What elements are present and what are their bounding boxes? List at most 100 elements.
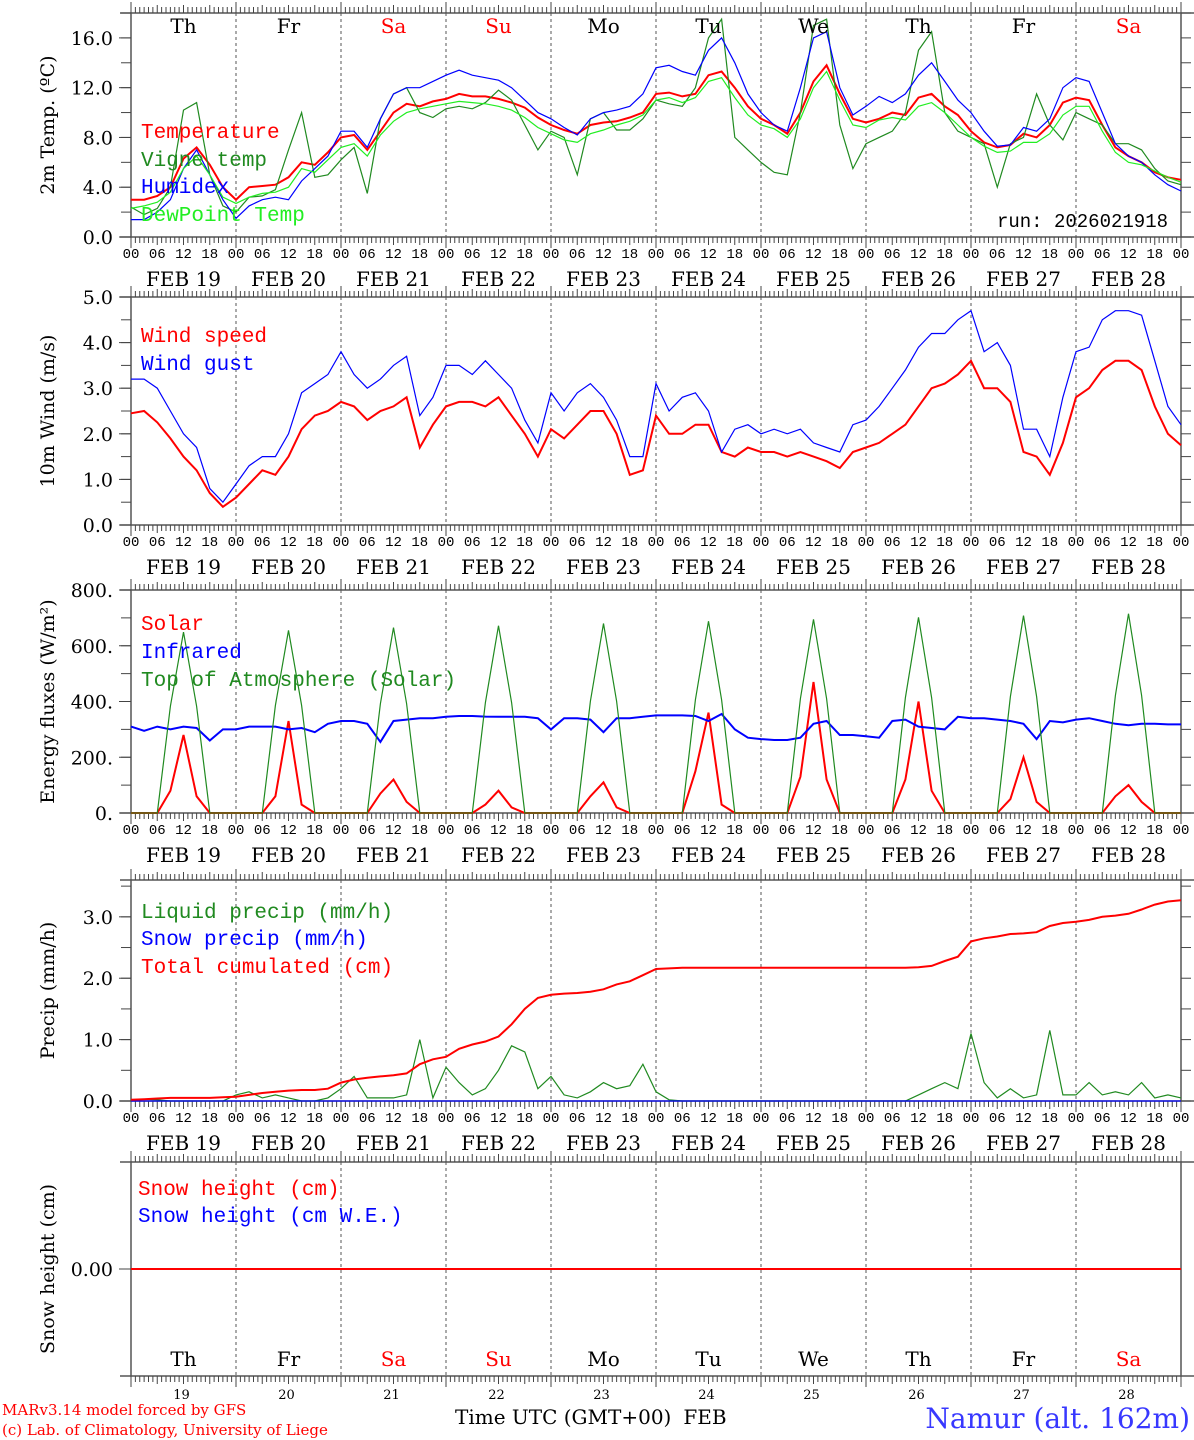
y-axis-title: Energy fluxes (W/m²) xyxy=(37,599,59,803)
hour-label: 12 xyxy=(700,823,717,839)
hour-label: 12 xyxy=(175,247,192,263)
footer: MARv3.14 model forced by GFS (c) Lab. of … xyxy=(2,1401,1190,1439)
date-label: FEB 19 xyxy=(146,555,221,579)
hour-label: 18 xyxy=(726,823,743,839)
hour-label: 00 xyxy=(333,1111,350,1127)
y-tick-label: 2.0 xyxy=(83,968,113,990)
y-tick-label: 5.0 xyxy=(83,287,113,309)
day-number-label: 23 xyxy=(593,1388,610,1403)
hour-ticks xyxy=(130,286,1182,536)
date-label: FEB 28 xyxy=(1091,1131,1166,1155)
panel-wind: 0.0 1.0 2.0 3.0 4.0 5.0 10m Wind (m/s) Wind spe… xyxy=(37,286,1194,579)
hour-label: 12 xyxy=(595,1111,612,1127)
hour-label: 12 xyxy=(385,1111,402,1127)
y-axis: 0.0 4.0 8.0 12.0 16.0 2m Temp. (ºC) xyxy=(37,12,1191,249)
hour-label: 06 xyxy=(254,535,271,551)
hour-label: 18 xyxy=(201,247,218,263)
weekday-label: Sa xyxy=(381,1347,407,1371)
y-tick-label: 600. xyxy=(71,636,113,658)
weekday-label: Su xyxy=(485,14,512,38)
hour-label: 00 xyxy=(1068,1111,1085,1127)
legend: Snow height (cm) Snow height (cm W.E.) xyxy=(138,1179,403,1229)
hour-label: 12 xyxy=(595,823,612,839)
weekday-label: Fr xyxy=(277,14,301,38)
date-label: FEB 20 xyxy=(251,1131,326,1155)
day-number-label: 27 xyxy=(1013,1388,1030,1403)
series-wind-gust xyxy=(131,309,1182,504)
hour-label: 18 xyxy=(411,247,428,263)
hour-label: 12 xyxy=(280,1111,297,1127)
y-tick-label: 0.0 xyxy=(83,515,113,537)
hour-label: 00 xyxy=(228,823,245,839)
hour-label: 18 xyxy=(516,1111,533,1127)
legend-entry: Solar xyxy=(141,614,204,637)
hour-label: 00 xyxy=(123,247,140,263)
hour-label: 18 xyxy=(831,247,848,263)
hour-label: 12 xyxy=(1120,247,1137,263)
day-number-label: 22 xyxy=(488,1388,505,1403)
x-axis-labels: 00 06 12 18 FEB 19 00 06 12 18 FEB 20 00 06 12 18 FEB … xyxy=(123,535,1190,579)
y-tick-label: 0. xyxy=(95,803,113,825)
date-label: FEB 19 xyxy=(146,843,221,867)
date-label: FEB 22 xyxy=(461,555,536,579)
x-axis-title: Time UTC (GMT+00) xyxy=(455,1405,671,1429)
hour-label: 12 xyxy=(280,823,297,839)
hour-label: 00 xyxy=(1068,247,1085,263)
hour-label: 00 xyxy=(648,823,665,839)
hour-label: 18 xyxy=(516,247,533,263)
hour-label: 06 xyxy=(779,823,796,839)
date-label: FEB 20 xyxy=(251,843,326,867)
hour-label: 12 xyxy=(385,247,402,263)
date-label: FEB 20 xyxy=(251,267,326,291)
weekday-label: Tu xyxy=(695,14,721,38)
series-group xyxy=(130,17,1182,221)
date-label: FEB 24 xyxy=(671,843,746,867)
hour-label: 18 xyxy=(306,535,323,551)
legend-entry: Infrared xyxy=(141,642,242,665)
hour-label: 18 xyxy=(831,535,848,551)
hour-label: 06 xyxy=(464,247,481,263)
hour-label: 12 xyxy=(805,247,822,263)
hour-label: 18 xyxy=(306,247,323,263)
y-axis: 0.00 Snow height (cm) xyxy=(37,1184,131,1354)
hour-label: 06 xyxy=(569,247,586,263)
series-wind-speed xyxy=(130,359,1182,509)
date-label: FEB 26 xyxy=(881,267,956,291)
hour-label: 00 xyxy=(858,535,875,551)
weekday-label: Su xyxy=(485,1347,512,1371)
weekday-label: Th xyxy=(905,1347,931,1371)
y-tick-label: 800. xyxy=(71,580,113,602)
hour-label: 06 xyxy=(674,535,691,551)
legend-entry: Humidex xyxy=(141,177,229,200)
hour-label: 12 xyxy=(910,1111,927,1127)
hour-label: 06 xyxy=(1094,1111,1111,1127)
x-axis-labels: Th Fr Sa Su Mo Tu We Th Fr Sa 19 20 21 22 23 24 25 26 27 28 xyxy=(170,1347,1141,1403)
legend: Liquid precip (mm/h) Snow precip (mm/h) To… xyxy=(141,902,393,980)
hour-label: 12 xyxy=(175,823,192,839)
weekday-label: Th xyxy=(170,14,196,38)
hour-label: 00 xyxy=(543,535,560,551)
hour-label: 06 xyxy=(989,247,1006,263)
date-label: FEB 25 xyxy=(776,843,851,867)
hour-label: 06 xyxy=(359,1111,376,1127)
hour-ticks xyxy=(130,869,1182,1112)
weekday-label: Th xyxy=(905,14,931,38)
y-axis-title: Snow height (cm) xyxy=(37,1184,59,1354)
y-tick-label: 2.0 xyxy=(83,424,113,446)
hour-label: 06 xyxy=(779,1111,796,1127)
hour-label: 12 xyxy=(490,247,507,263)
hour-label: 18 xyxy=(1146,535,1163,551)
date-label: FEB 25 xyxy=(776,555,851,579)
hour-label: 06 xyxy=(254,1111,271,1127)
model-credit: MARv3.14 model forced by GFS xyxy=(2,1401,246,1419)
hour-label: 06 xyxy=(569,1111,586,1127)
hour-label: 00 xyxy=(333,247,350,263)
hour-label: 06 xyxy=(989,535,1006,551)
hour-label: 00 xyxy=(963,823,980,839)
hour-label: 18 xyxy=(1041,535,1058,551)
weekday-label: Sa xyxy=(1116,1347,1142,1371)
date-label: FEB 25 xyxy=(776,1131,851,1155)
hour-label: 06 xyxy=(1094,247,1111,263)
